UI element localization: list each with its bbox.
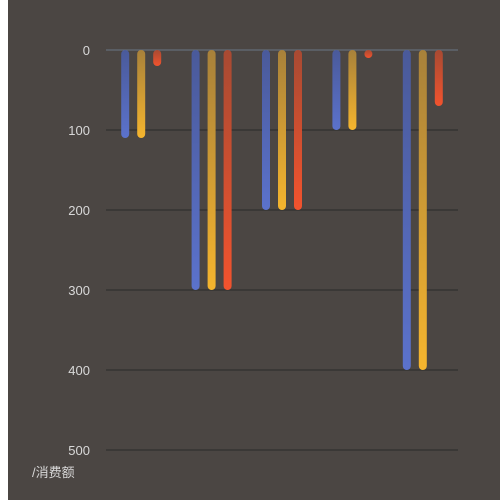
bar-series-3-cat-3 xyxy=(294,50,302,210)
bar-chart: 0 100 200 300 400 500 xyxy=(68,43,458,458)
bar-series-2-cat-2 xyxy=(207,50,216,290)
bar-series-3-cat-1 xyxy=(153,50,162,66)
bar-series-1-cat-4 xyxy=(332,50,341,130)
bar-series-2-cat-4 xyxy=(348,50,357,130)
y-tick-label: 100 xyxy=(68,123,90,138)
bar-series-1-cat-2 xyxy=(191,50,200,290)
y-tick-label: 400 xyxy=(68,363,90,378)
bar-series-3-cat-4 xyxy=(364,50,373,58)
bar-series-1-cat-3 xyxy=(262,50,270,210)
chart-panel: 0 100 200 300 400 500 /消费额 xyxy=(8,0,500,500)
y-axis-title: /消费额 xyxy=(32,465,75,480)
bar-series-2-cat-5 xyxy=(418,50,427,370)
bar-series-3-cat-5 xyxy=(434,50,443,106)
bar-series-1-cat-5 xyxy=(402,50,411,370)
bar-series-1-cat-1 xyxy=(121,50,130,138)
bar-series-2-cat-3 xyxy=(278,50,286,210)
bar-series-3-cat-2 xyxy=(223,50,232,290)
y-tick-label: 300 xyxy=(68,283,90,298)
y-tick-label: 200 xyxy=(68,203,90,218)
bar-series-2-cat-1 xyxy=(137,50,146,138)
y-tick-label: 0 xyxy=(83,43,90,58)
y-tick-label: 500 xyxy=(68,443,90,458)
